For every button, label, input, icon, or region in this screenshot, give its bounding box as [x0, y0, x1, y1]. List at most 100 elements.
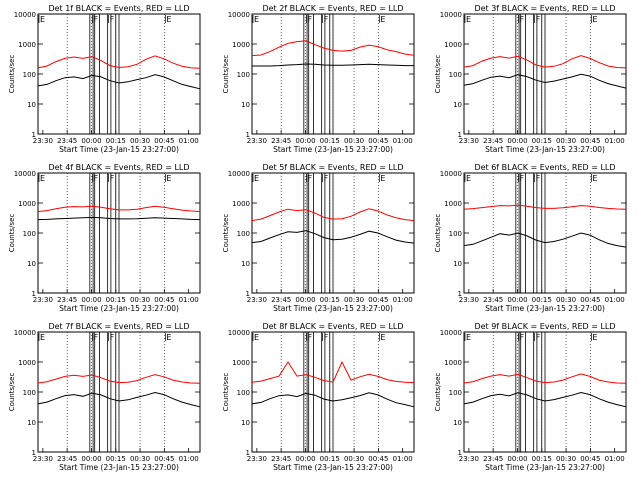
x-tick-label: 23:30	[459, 296, 479, 304]
y-tick-label: 1	[246, 290, 250, 298]
x-axis-title: Start Time (23-Jan-15 23:27:00)	[273, 463, 393, 472]
y-tick-label: 1000	[444, 359, 462, 367]
interval-box	[533, 331, 538, 453]
interval-box	[541, 331, 546, 453]
x-tick-label: 00:30	[344, 455, 364, 463]
series-line-events	[251, 230, 415, 244]
y-tick-label: 10000	[14, 11, 36, 19]
y-tick-label: 10	[453, 260, 462, 268]
y-tick-label: 100	[23, 389, 36, 397]
panel-title: Det 1f BLACK = Events, RED = LLD	[48, 4, 189, 13]
marker-label-e: E	[40, 333, 45, 342]
x-tick-label: 00:30	[556, 455, 576, 463]
y-tick-label: 1000	[232, 359, 250, 367]
series-line-events	[252, 63, 414, 67]
y-tick-label: 1	[32, 131, 36, 139]
y-axis-title: Counts/sec	[222, 214, 230, 253]
x-tick-label: 00:15	[106, 296, 126, 304]
panel-title: Det 9f BLACK = Events, RED = LLD	[474, 322, 615, 331]
x-tick-label: 00:00	[507, 296, 527, 304]
y-tick-label: 1	[458, 449, 462, 457]
x-tick-label: 00:30	[344, 137, 364, 145]
marker-label-f: F	[519, 174, 524, 183]
x-tick-label: 00:00	[295, 296, 315, 304]
x-tick-label: 00:30	[130, 137, 150, 145]
marker-label-f: F	[93, 15, 98, 24]
y-tick-label: 10	[241, 101, 250, 109]
y-tick-label: 10000	[440, 329, 462, 337]
interval-box	[533, 13, 538, 135]
interval-box	[308, 13, 314, 135]
y-tick-label: 10000	[440, 170, 462, 178]
marker-label-e: E	[380, 333, 385, 342]
y-tick-label: 100	[237, 230, 250, 238]
marker-label-f: F	[519, 15, 524, 24]
x-tick-label: 00:45	[580, 296, 600, 304]
marker-label-e: E	[40, 174, 45, 183]
x-tick-label: 23:45	[271, 455, 291, 463]
y-tick-label: 10	[27, 419, 36, 427]
x-tick-label: 23:45	[483, 455, 503, 463]
interval-box	[541, 13, 546, 135]
series-line-lld	[463, 373, 627, 384]
interval-box	[520, 13, 526, 135]
series-line-events	[37, 216, 201, 221]
x-tick-label: 23:45	[483, 137, 503, 145]
x-tick-label: 00:45	[154, 455, 174, 463]
marker-label-e: E	[592, 333, 597, 342]
y-tick-label: 1000	[18, 359, 36, 367]
x-axis-title: Start Time (23-Jan-15 23:27:00)	[485, 145, 605, 154]
x-tick-label: 00:00	[507, 137, 527, 145]
x-tick-label: 00:30	[130, 455, 150, 463]
series-line-lld	[37, 205, 201, 212]
interval-box	[329, 13, 334, 135]
series-line-lld	[37, 374, 201, 384]
y-tick-label: 100	[23, 71, 36, 79]
x-tick-label: 23:30	[247, 137, 267, 145]
marker-label-f: F	[307, 333, 312, 342]
marker-label-e: E	[592, 174, 597, 183]
x-tick-label: 23:30	[33, 455, 53, 463]
interval-box	[94, 331, 100, 453]
interval-box	[541, 172, 546, 294]
y-tick-label: 100	[449, 389, 462, 397]
marker-label-e: E	[380, 15, 385, 24]
x-tick-label: 23:45	[271, 296, 291, 304]
interval-box	[520, 172, 526, 294]
marker-label-e: E	[592, 15, 597, 24]
interval-box	[107, 331, 112, 453]
marker-label-f: F	[93, 174, 98, 183]
y-tick-label: 1000	[444, 41, 462, 49]
panel-title: Det 5f BLACK = Events, RED = LLD	[262, 163, 403, 172]
y-tick-label: 1000	[444, 200, 462, 208]
interval-box	[94, 172, 100, 294]
y-tick-label: 10000	[14, 329, 36, 337]
y-axis-title: Counts/sec	[8, 214, 16, 253]
marker-label-e: E	[254, 15, 259, 24]
marker-label-f: F	[110, 15, 115, 24]
y-axis-title: Counts/sec	[434, 373, 442, 412]
y-tick-label: 1	[458, 290, 462, 298]
y-tick-label: 10000	[440, 11, 462, 19]
marker-label-f: F	[536, 174, 541, 183]
x-tick-label: 23:45	[57, 296, 77, 304]
x-tick-label: 00:15	[106, 137, 126, 145]
panel-title: Det 6f BLACK = Events, RED = LLD	[474, 163, 615, 172]
x-tick-label: 00:00	[295, 455, 315, 463]
y-tick-label: 10	[27, 260, 36, 268]
x-tick-label: 01:00	[393, 137, 413, 145]
interval-box	[107, 172, 112, 294]
panel-title: Det 7f BLACK = Events, RED = LLD	[48, 322, 189, 331]
marker-label-f: F	[307, 15, 312, 24]
x-tick-label: 00:15	[532, 455, 552, 463]
series-line-events	[463, 73, 627, 89]
x-tick-label: 00:45	[368, 137, 388, 145]
y-tick-label: 10000	[14, 170, 36, 178]
y-tick-label: 100	[237, 389, 250, 397]
marker-label-f: F	[110, 174, 115, 183]
